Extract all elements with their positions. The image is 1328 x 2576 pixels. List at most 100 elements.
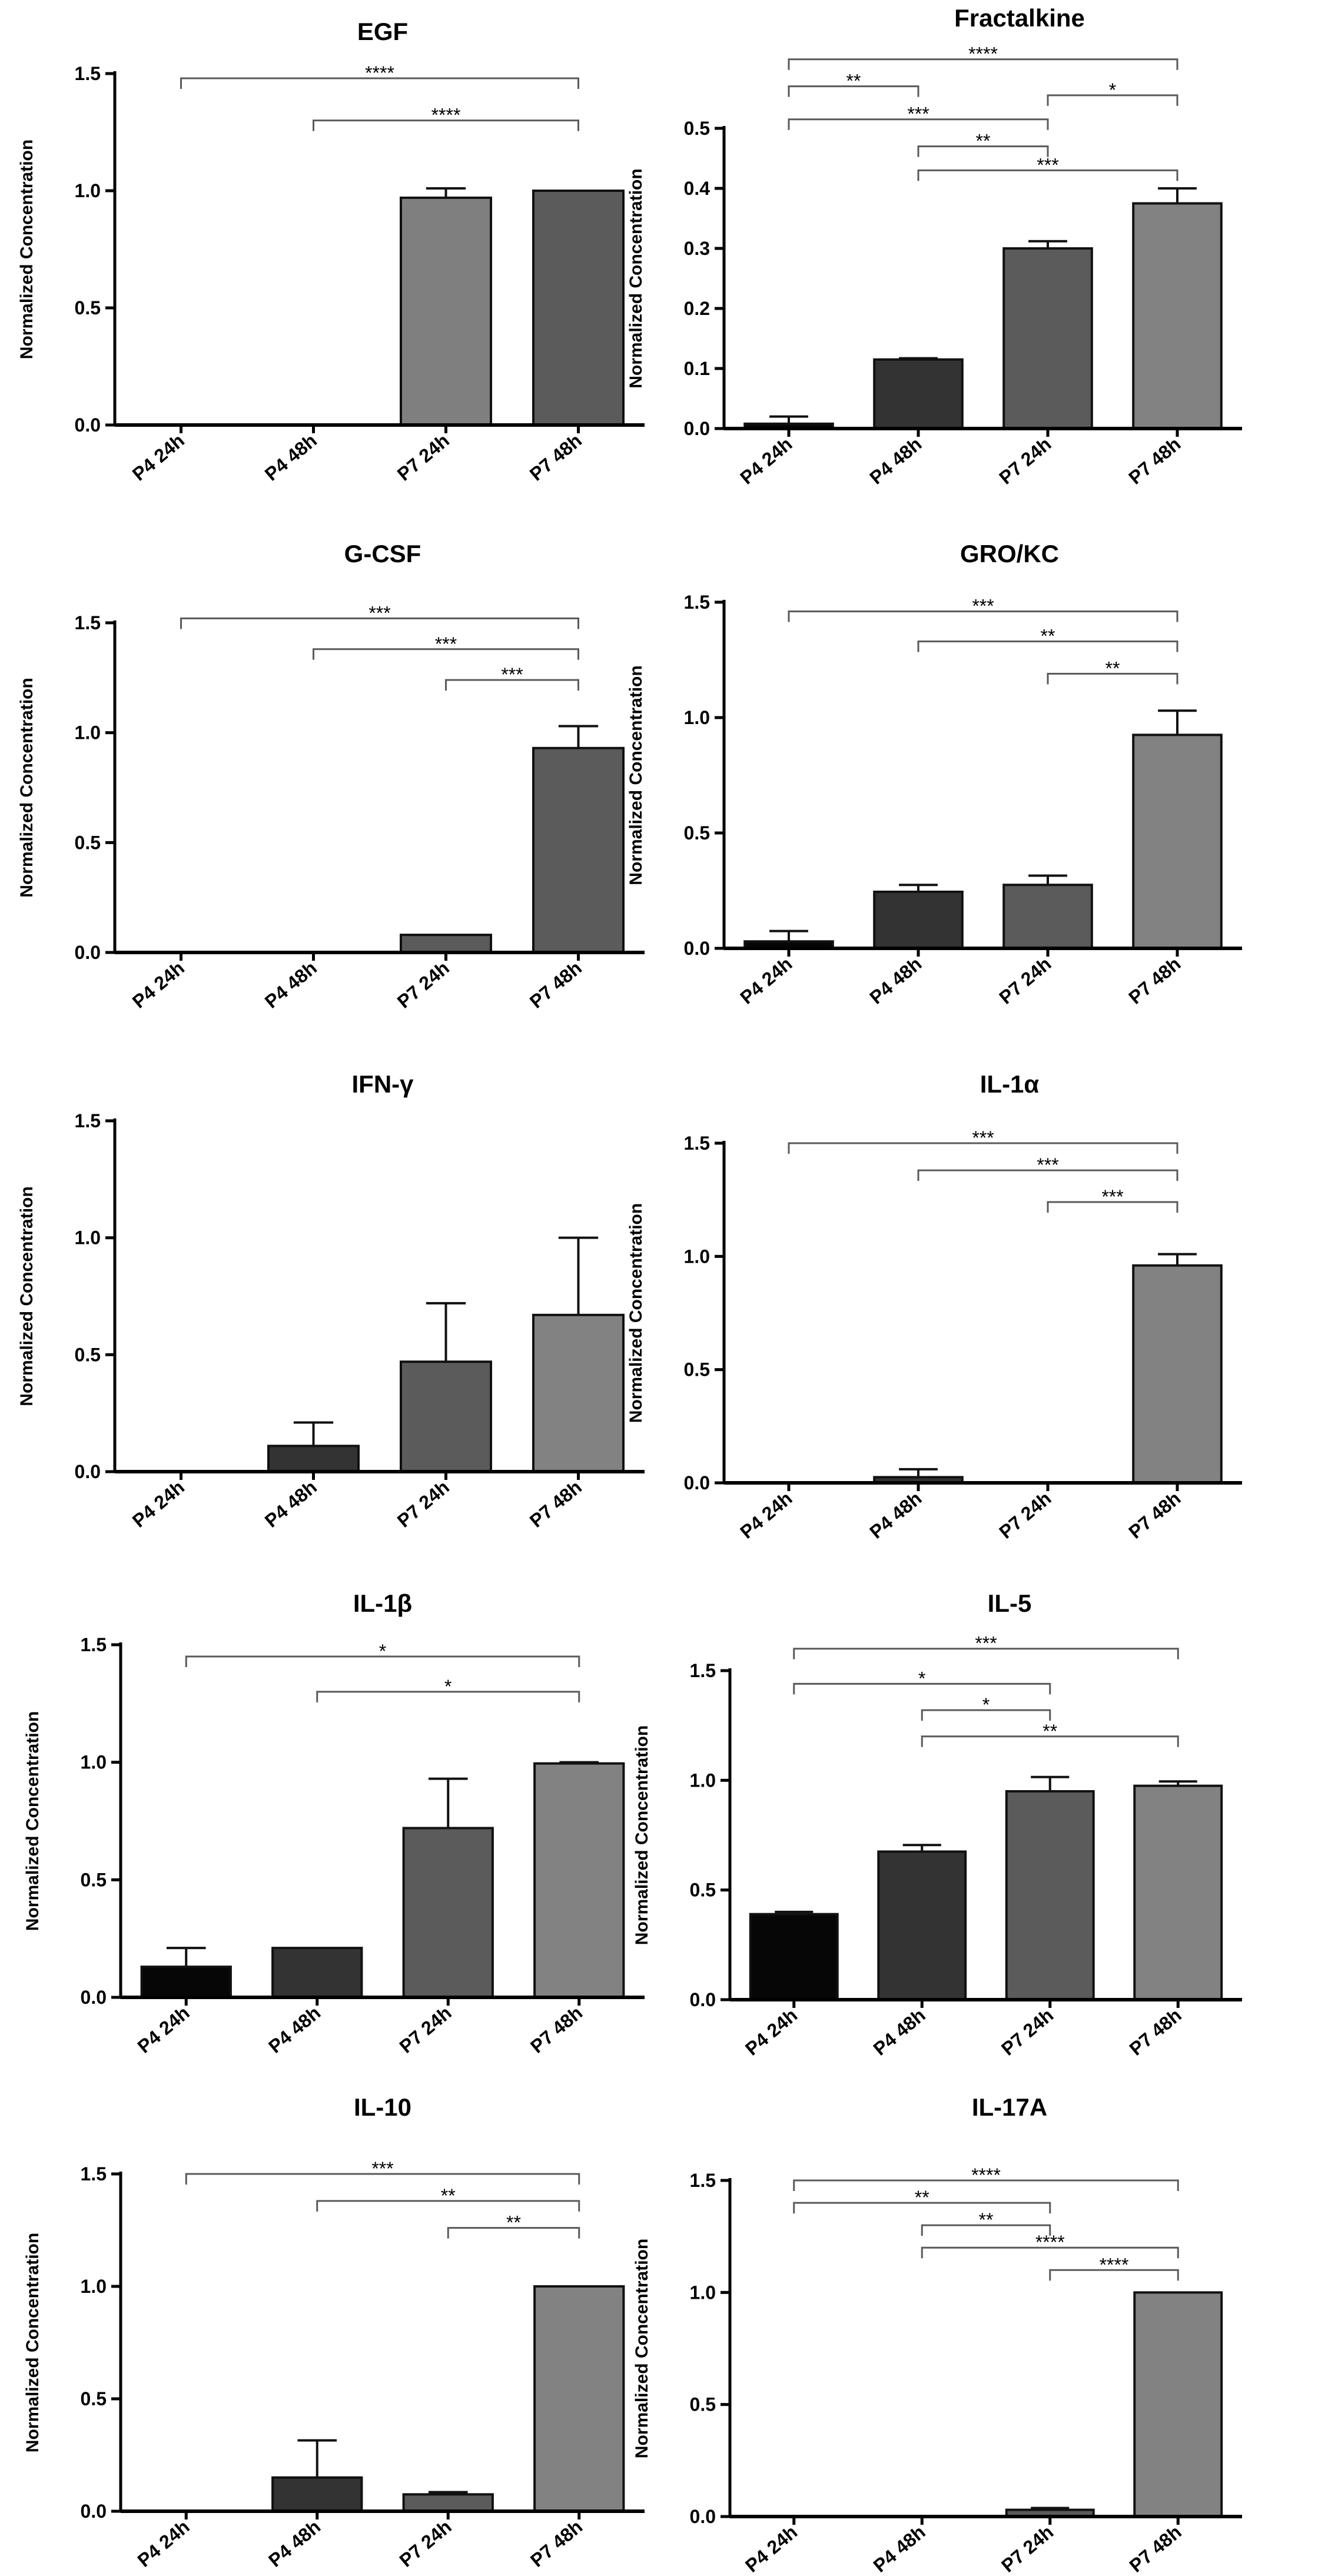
chart-title-il1b: IL-1β bbox=[353, 1589, 412, 1617]
y-tick-label-il1b-0: 0.0 bbox=[81, 1987, 107, 2008]
sig-label-il17a-2: ** bbox=[979, 2209, 994, 2230]
bar-egf-3 bbox=[532, 190, 625, 426]
y-tick-label-il1b-2: 1.0 bbox=[81, 1752, 107, 1773]
sig-bracket-fractalkine-5 bbox=[917, 169, 1178, 181]
y-tick-label-il17a-2: 1.0 bbox=[690, 2282, 716, 2303]
sig-label-grokc-1: ** bbox=[1041, 626, 1055, 647]
sig-bracket-fractalkine-1 bbox=[788, 85, 919, 97]
sig-bracket-grokc-0 bbox=[788, 610, 1178, 622]
bar-il1b-0 bbox=[140, 1966, 232, 1999]
chart-title-fractalkine: Fractalkine bbox=[954, 4, 1085, 32]
chart-title-il5: IL-5 bbox=[988, 1589, 1032, 1617]
chart-title-il10: IL-10 bbox=[354, 2093, 411, 2121]
sig-label-il1a-0: *** bbox=[972, 1127, 994, 1148]
sig-bracket-il5-1 bbox=[793, 1682, 1051, 1695]
y-tick-label-il10-3: 1.5 bbox=[81, 2163, 107, 2185]
y-tick-label-il1a-1: 0.5 bbox=[684, 1359, 710, 1380]
bar-ifng-3 bbox=[532, 1313, 625, 1473]
sig-label-il1b-1: * bbox=[444, 1676, 451, 1697]
y-axis-label-il5: Normalized Concentration bbox=[632, 1725, 652, 1945]
sig-bracket-fractalkine-3 bbox=[788, 118, 1049, 130]
y-tick-label-il10-2: 1.0 bbox=[81, 2276, 107, 2297]
sig-bracket-egf-0 bbox=[180, 77, 579, 89]
sig-label-il17a-0: **** bbox=[971, 2165, 1001, 2186]
sig-label-il5-2: * bbox=[982, 1694, 990, 1715]
sig-label-egf-0: **** bbox=[365, 62, 394, 84]
bar-il1b-1 bbox=[271, 1947, 363, 1999]
bar-fractalkine-1 bbox=[873, 358, 964, 430]
sig-label-gcsf-1: *** bbox=[435, 633, 457, 655]
bar-il5-1 bbox=[877, 1850, 967, 2001]
sig-bracket-il10-1 bbox=[316, 2200, 580, 2212]
chart-title-il1a: IL-1α bbox=[980, 1070, 1040, 1098]
sig-label-fractalkine-0: **** bbox=[968, 44, 998, 65]
y-tick-label-grokc-1: 0.5 bbox=[684, 822, 710, 844]
y-tick-label-fractalkine-4: 0.4 bbox=[684, 178, 711, 199]
y-tick-label-il17a-3: 1.5 bbox=[690, 2170, 716, 2191]
y-axis-label-il1b: Normalized Concentration bbox=[23, 1711, 42, 1931]
sig-label-il10-2: ** bbox=[506, 2212, 521, 2233]
y-axis-label-il10: Normalized Concentration bbox=[23, 2233, 42, 2452]
sig-bracket-il10-2 bbox=[447, 2227, 580, 2239]
chart-title-gcsf: G-CSF bbox=[344, 540, 421, 567]
bar-fractalkine-3 bbox=[1132, 202, 1223, 430]
y-tick-label-il10-1: 0.5 bbox=[81, 2388, 107, 2409]
sig-label-il1a-1: *** bbox=[1037, 1154, 1058, 1176]
bar-il1a-3 bbox=[1132, 1264, 1223, 1484]
y-axis-label-il17a: Normalized Concentration bbox=[632, 2239, 652, 2458]
sig-bracket-gcsf-2 bbox=[445, 679, 579, 691]
bar-il1b-3 bbox=[533, 1762, 625, 1999]
sig-label-il17a-1: ** bbox=[915, 2187, 929, 2208]
sig-bracket-il5-0 bbox=[793, 1648, 1179, 1659]
sig-label-il1a-2: *** bbox=[1101, 1186, 1123, 1207]
y-axis-label-gcsf: Normalized Concentration bbox=[17, 678, 36, 897]
sig-label-il1b-0: * bbox=[379, 1641, 386, 1662]
bar-grokc-2 bbox=[1002, 884, 1093, 950]
sig-label-grokc-2: ** bbox=[1105, 658, 1120, 679]
y-tick-label-il10-0: 0.0 bbox=[81, 2501, 107, 2522]
y-tick-label-il17a-0: 0.0 bbox=[690, 2506, 716, 2527]
sig-label-fractalkine-4: ** bbox=[976, 131, 991, 152]
y-tick-label-il1a-2: 1.0 bbox=[684, 1246, 710, 1267]
y-tick-label-il17a-1: 0.5 bbox=[690, 2394, 716, 2415]
sig-bracket-il1b-1 bbox=[316, 1691, 580, 1702]
y-tick-label-gcsf-0: 0.0 bbox=[75, 942, 101, 963]
sig-bracket-gcsf-1 bbox=[313, 648, 579, 660]
sig-bracket-il17a-0 bbox=[793, 2179, 1179, 2191]
sig-label-il5-3: ** bbox=[1043, 1721, 1057, 1742]
sig-label-egf-1: **** bbox=[431, 105, 461, 126]
bar-fractalkine-2 bbox=[1002, 247, 1093, 430]
y-tick-label-gcsf-2: 1.0 bbox=[75, 722, 101, 743]
y-axis-label-fractalkine: Normalized Concentration bbox=[626, 168, 646, 388]
sig-bracket-il17a-4 bbox=[1049, 2269, 1179, 2281]
bar-ifng-1 bbox=[267, 1445, 360, 1473]
sig-label-grokc-0: *** bbox=[972, 596, 994, 617]
sig-label-fractalkine-1: ** bbox=[846, 71, 861, 92]
y-tick-label-il5-2: 1.0 bbox=[690, 1770, 716, 1791]
y-tick-label-grokc-3: 1.5 bbox=[684, 592, 710, 613]
sig-bracket-il1a-2 bbox=[1047, 1201, 1178, 1213]
sig-label-gcsf-0: *** bbox=[368, 603, 390, 624]
chart-panel-il1b: IL-1β Normalized Concentration 0.0 0.5 1.0 1.… bbox=[23, 1589, 645, 2057]
bar-il5-0 bbox=[749, 1913, 839, 2001]
y-tick-label-il5-0: 0.0 bbox=[690, 1989, 716, 2010]
sig-label-fractalkine-3: *** bbox=[907, 104, 929, 125]
y-tick-label-grokc-2: 1.0 bbox=[684, 707, 710, 728]
bar-egf-2 bbox=[400, 196, 492, 426]
y-tick-label-il5-3: 1.5 bbox=[690, 1660, 716, 1681]
sig-label-il5-0: *** bbox=[975, 1633, 997, 1654]
y-tick-label-gcsf-3: 1.5 bbox=[75, 612, 101, 633]
y-axis-label-egf: Normalized Concentration bbox=[17, 140, 36, 359]
sig-bracket-grokc-1 bbox=[917, 640, 1178, 652]
sig-bracket-il1b-0 bbox=[185, 1655, 580, 1667]
y-tick-label-fractalkine-3: 0.3 bbox=[684, 238, 710, 259]
sig-label-fractalkine-5: *** bbox=[1037, 154, 1058, 175]
y-tick-label-il1b-3: 1.5 bbox=[81, 1634, 107, 1655]
sig-bracket-il5-3 bbox=[921, 1735, 1179, 1747]
y-tick-label-fractalkine-5: 0.5 bbox=[684, 118, 710, 139]
y-tick-label-ifng-3: 1.5 bbox=[75, 1110, 101, 1131]
y-tick-label-egf-0: 0.0 bbox=[75, 414, 101, 436]
y-tick-label-il5-1: 0.5 bbox=[690, 1880, 716, 1901]
